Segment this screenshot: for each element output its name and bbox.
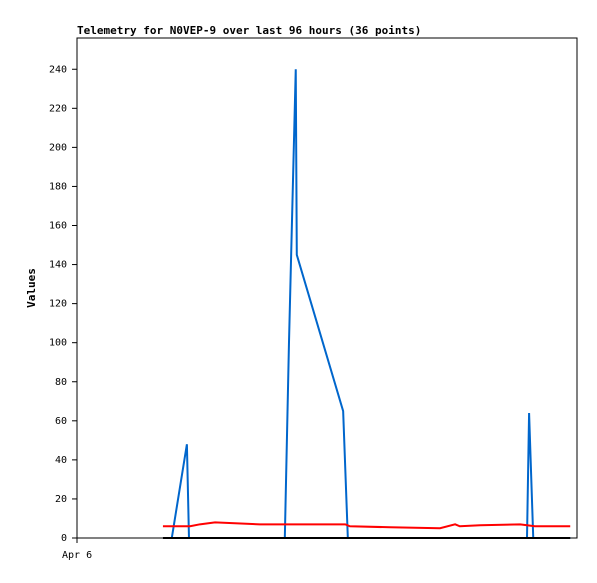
y-axis-label: Values: [25, 268, 38, 308]
y-tick-label: 220: [49, 103, 67, 114]
y-tick-label: 0: [61, 533, 67, 544]
y-tick-label: 160: [49, 221, 67, 232]
y-tick-label: 120: [49, 299, 67, 310]
y-tick-label: 60: [55, 416, 67, 427]
y-tick-label: 100: [49, 338, 67, 349]
plot-frame: [76, 37, 578, 539]
y-tick-label: 80: [55, 377, 67, 388]
series-line: [162, 521, 571, 530]
chart-title: Telemetry for N0VEP-9 over last 96 hours…: [77, 24, 421, 37]
y-tick-label: 20: [55, 494, 67, 505]
y-tick-label: 140: [49, 260, 67, 271]
y-tick-label: 240: [49, 64, 67, 75]
y-tick-label: 180: [49, 181, 67, 192]
series-line: [170, 69, 571, 539]
y-tick-label: 40: [55, 455, 67, 466]
x-tick-label: Apr 6: [62, 550, 92, 561]
y-tick-label: 200: [49, 142, 67, 153]
